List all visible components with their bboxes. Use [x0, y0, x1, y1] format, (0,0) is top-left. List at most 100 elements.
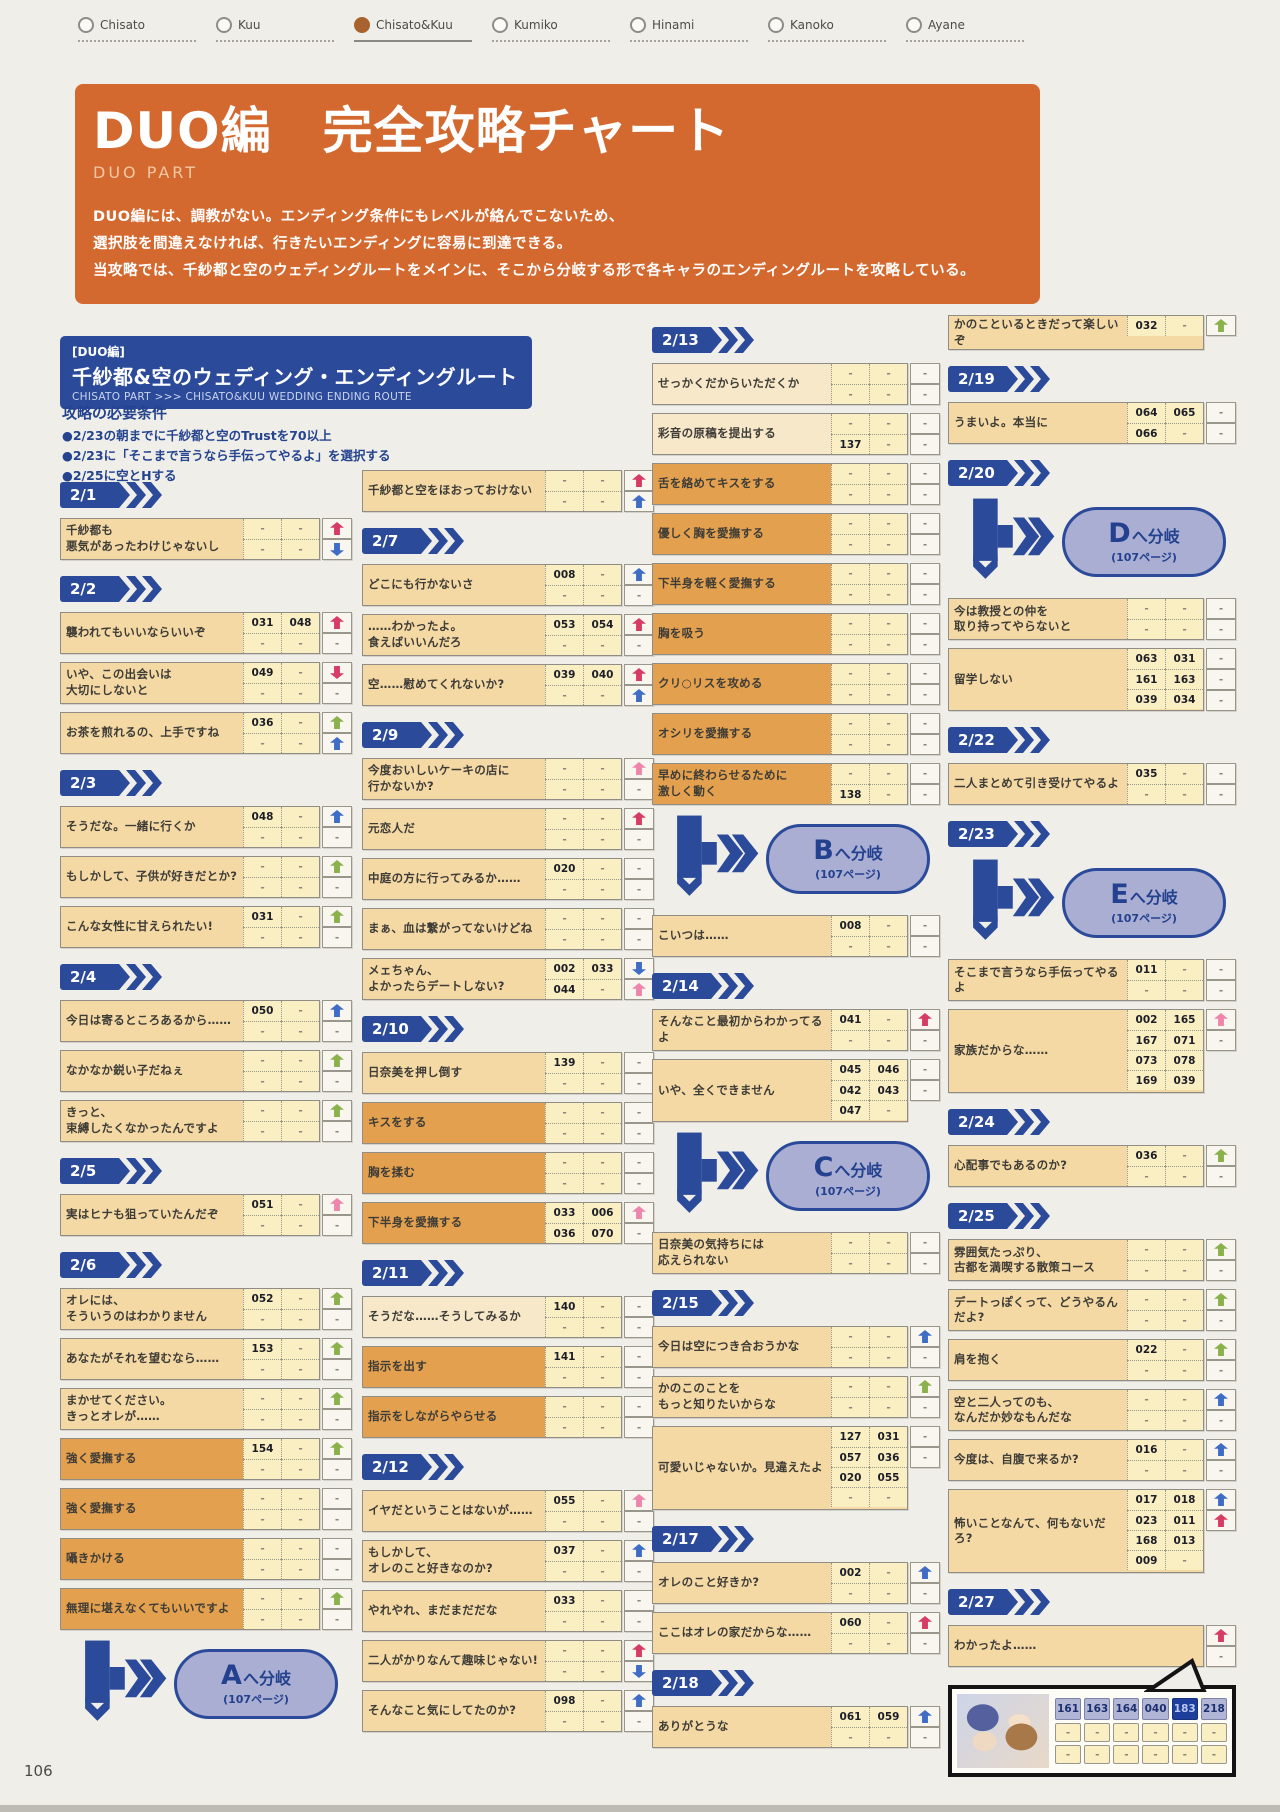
value-grid: ---- — [831, 1233, 907, 1273]
value-cell: 009 — [1127, 1550, 1165, 1571]
choice-box: ここはオレの家だからな…… 060- - - - — [652, 1612, 940, 1654]
arrow-up-pink-icon — [632, 1206, 646, 1219]
arrow-cell — [624, 614, 654, 635]
choice-text: オレには、 そういうのはわかりません — [66, 1293, 208, 1323]
value-cell: 044 — [545, 979, 583, 999]
arrow-cell — [1206, 1489, 1236, 1511]
branch-e: E へ分岐 (107ページ) — [948, 857, 1236, 949]
value-row: 053 054 — [545, 615, 621, 635]
value-row: -- — [243, 1539, 319, 1559]
dash-cell: - — [869, 364, 907, 384]
value-row: -- — [831, 364, 907, 384]
value-row: -- — [1127, 1290, 1203, 1311]
date-header-2-4: 2/4 — [60, 964, 352, 990]
arrow-column — [1206, 1489, 1236, 1573]
arrow-cell: - — [624, 1417, 654, 1438]
choice-main: やれやれ、まだまだだな 033- - - — [362, 1590, 622, 1632]
arrow-cell — [322, 1288, 352, 1309]
choice-main: こんな女性に甘えられたい! 031- - - — [60, 906, 320, 948]
dash-cell: - — [583, 879, 621, 899]
dash-cell: - — [545, 909, 583, 929]
arrow-column: - — [322, 1388, 352, 1430]
arrow-cell: - — [624, 1296, 654, 1317]
value-row: -- — [831, 584, 907, 604]
dash-cell: - — [545, 1173, 583, 1193]
tab-underline — [630, 40, 748, 42]
arrow-up-red-icon — [918, 1013, 932, 1026]
date-label: 2/23 — [948, 821, 1018, 847]
value-row: 066- — [1127, 423, 1203, 444]
choice-box: 心配事でもあるのか? 036- - - - — [948, 1145, 1236, 1188]
value-cell: 046 — [869, 1060, 907, 1080]
requirement-item: ●2/25に空とHする — [62, 468, 177, 483]
flow-column-2: 千紗都と空をほおっておけない - - - -2/7 どこにも行かないさ 008- - - - ……わ… — [362, 470, 654, 1740]
date-label: 2/3 — [60, 770, 130, 796]
value-row: -- — [243, 1121, 319, 1141]
date-header-2-18: 2/18 — [652, 1670, 940, 1696]
choice-box: あなたがそれを望むなら…… 153- - - - — [60, 1338, 352, 1380]
value-cell: 065 — [1165, 403, 1203, 424]
tab-kuu: Kuu — [216, 16, 354, 42]
dash-cell: - — [869, 414, 907, 434]
dash-cell: - — [1127, 1410, 1165, 1431]
dash-cell: - — [1165, 316, 1203, 336]
value-row: 057 036 — [831, 1447, 907, 1467]
dash-cell: - — [831, 1633, 869, 1653]
value-grid: 049- - - — [243, 663, 319, 703]
arrow-column: - — [910, 1376, 940, 1418]
value-row: -- — [243, 1215, 319, 1235]
choice-main: メェちゃん、 よかったらデートしない? 002 033 044- — [362, 958, 622, 1000]
dash-cell: - — [869, 1583, 907, 1603]
value-cell: 137 — [831, 434, 869, 454]
value-cell: 139 — [545, 1053, 583, 1073]
arrow-cell — [322, 733, 352, 754]
choice-main: 可愛いじゃないか。見違えたよ 127 031 057 036 020 055- - — [652, 1426, 908, 1510]
choice-main: 実はヒナも狙っていたんだぞ 051- - - — [60, 1194, 320, 1236]
value-grid: 127 031 057 036 020 055- - — [831, 1427, 907, 1509]
arrow-cell: - — [1206, 980, 1236, 1002]
value-row: -- — [831, 714, 907, 734]
value-cell: 006 — [583, 1203, 621, 1223]
result-grid: 161 163 164 040 183 218- - - - - - - - - - - - — [1055, 1694, 1227, 1768]
arrow-column — [1206, 315, 1236, 350]
dash-cell: - — [1165, 1390, 1203, 1411]
value-row: 033- — [545, 1591, 621, 1611]
value-row: -- — [1127, 1260, 1203, 1281]
date-label: 2/4 — [60, 964, 130, 990]
value-row: 002- — [831, 1563, 907, 1583]
arrow-cell: - — [1206, 648, 1236, 670]
choice-main: 無理に堪えなくてもいいですよ - - - - — [60, 1588, 320, 1630]
dash-cell: - — [243, 539, 281, 559]
tab-row: Kumiko — [492, 16, 630, 34]
date-label: 2/10 — [362, 1016, 432, 1042]
arrow-column: -- — [910, 763, 940, 805]
result-number-cell: 218 — [1200, 1698, 1227, 1721]
arrow-cell: - — [624, 908, 654, 929]
value-grid: 031- - - — [243, 907, 319, 947]
dash-cell: - — [545, 1641, 583, 1661]
radio-icon — [768, 17, 784, 33]
choice-box: 胸を吸う - - - - - - — [652, 613, 940, 655]
arrow-cell: - — [322, 1121, 352, 1142]
value-row: 137- — [831, 434, 907, 454]
flow-column-4: かのこといるときだって楽しいぞ 032-2/19 うまいよ。本当に 064 065 066… — [948, 315, 1236, 1778]
dash-cell: - — [281, 1509, 319, 1529]
dash-cell: - — [831, 1233, 869, 1253]
date-label: 2/15 — [652, 1290, 722, 1316]
arrow-column: -- — [624, 1296, 654, 1338]
choice-box: 下半身を軽く愛撫する - - - - - - — [652, 563, 940, 605]
value-row: -- — [243, 1609, 319, 1629]
value-cell: 167 — [1127, 1030, 1165, 1051]
arrow-column: -- — [910, 413, 940, 455]
arrow-column: - — [322, 906, 352, 948]
value-row: -- — [545, 879, 621, 899]
choice-box: 留学しない 063 031 161 163 039 034- - - — [948, 648, 1236, 712]
dash-cell: - — [545, 829, 583, 849]
value-grid: 035- - - — [1127, 764, 1203, 805]
arrow-up-blue-icon — [632, 568, 646, 581]
value-row: 127 031 — [831, 1427, 907, 1447]
result-dash-cell: - — [1084, 1745, 1111, 1765]
value-grid: 153- - - — [243, 1339, 319, 1379]
arrow-cell — [322, 1050, 352, 1071]
arrow-cell — [322, 906, 352, 927]
